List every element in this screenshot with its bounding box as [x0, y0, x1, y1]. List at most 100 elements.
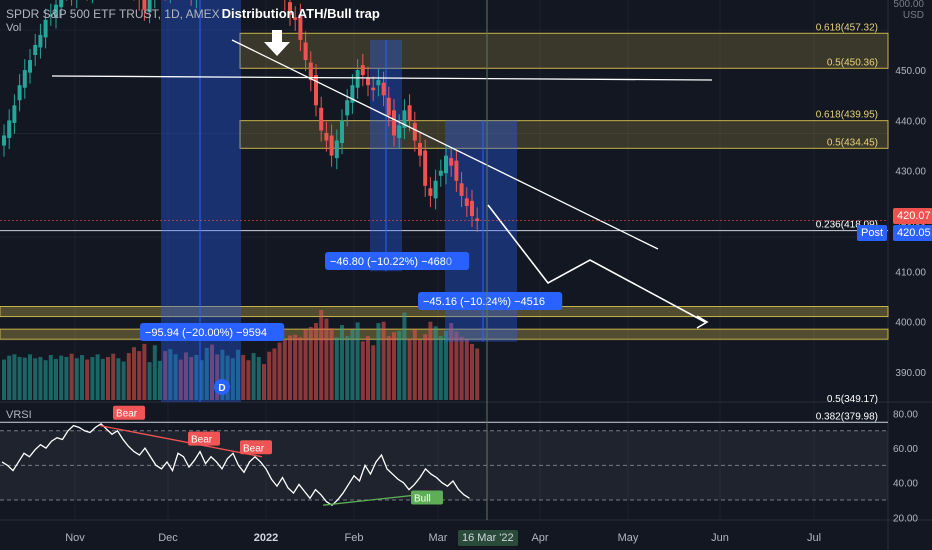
volume-bar — [418, 340, 422, 400]
volume-bar — [236, 349, 240, 400]
volume-bar — [355, 322, 360, 400]
volume-bar — [303, 329, 308, 400]
volume-bar — [324, 318, 329, 400]
volume-bar — [173, 354, 178, 400]
volume-bar — [69, 353, 74, 400]
vrsi-label[interactable]: VRSI — [6, 409, 32, 421]
fib-label-6: 0.5(349.17) — [827, 394, 878, 405]
candle-body — [48, 14, 53, 16]
volume-bar — [428, 321, 433, 400]
volume-label[interactable]: Vol — [6, 22, 22, 34]
candle-body — [366, 77, 370, 86]
time-tick-label: 2022 — [254, 532, 278, 544]
volume-bar — [241, 355, 246, 400]
volume-bar — [454, 331, 459, 400]
measure-label-bg-0 — [140, 323, 285, 341]
measure-label-bg-1 — [325, 252, 470, 270]
volume-bar — [22, 357, 27, 400]
price-tick-label: 390.00 — [895, 368, 926, 379]
symbol-title[interactable]: SPDR S&P 500 ETF TRUST, 1D, AMEX — [6, 7, 220, 21]
candle-body — [28, 60, 32, 73]
volume-bar — [407, 338, 412, 400]
volume-bar — [100, 358, 105, 400]
candle-body — [59, 0, 64, 8]
volume-bar — [210, 344, 214, 400]
candle-body — [381, 82, 386, 96]
candle-body — [355, 70, 360, 88]
volume-bar — [298, 337, 303, 400]
measure-box-0 — [161, 0, 241, 403]
event-marker-icon — [214, 379, 230, 395]
volume-bar — [329, 328, 334, 400]
volume-bar — [381, 321, 386, 400]
volume-bar — [360, 341, 365, 400]
price-tick-label: 400.00 — [895, 318, 926, 329]
time-tick-label: Nov — [65, 532, 85, 544]
candle-body — [444, 155, 448, 174]
volume-bar — [152, 345, 157, 400]
time-tick-label: Apr — [531, 532, 548, 544]
volume-bar — [272, 348, 277, 400]
candle-body — [470, 200, 474, 216]
volume-bar — [225, 355, 230, 400]
volume-bar — [262, 364, 266, 400]
volume-bar — [402, 312, 407, 400]
candle-body — [33, 44, 38, 56]
volume-bar — [178, 359, 183, 400]
volume-bar — [137, 351, 142, 400]
volume-bar — [376, 323, 381, 400]
candle-body — [438, 170, 443, 176]
top-tick-label: 500.00 — [893, 0, 924, 10]
vrsi-pane: Bear Bear Bear Bull — [0, 405, 888, 507]
volume-bar — [433, 326, 438, 400]
vrsi-line — [1, 423, 470, 507]
candle-body — [43, 19, 48, 38]
volume-bar — [350, 329, 355, 400]
resistance-line — [51, 75, 713, 81]
volume-bar — [288, 335, 292, 400]
drawings-layer: D — [0, 0, 888, 520]
volume-layer — [2, 310, 480, 400]
volume-bar — [215, 354, 220, 400]
volume-bar — [438, 336, 443, 400]
volume-bar — [199, 360, 204, 400]
volume-bar — [43, 360, 48, 400]
fib-band-upper — [239, 32, 889, 69]
candle-body — [147, 0, 152, 13]
candle-body — [407, 105, 412, 121]
candle-body — [298, 14, 303, 40]
volume-bar — [412, 329, 417, 400]
measure-label-1: −46.80 (−10.22%) −4680 — [330, 256, 452, 268]
price-tick-label: 430.00 — [895, 167, 926, 178]
volume-bar — [319, 310, 324, 400]
price-tick-label: 440.00 — [895, 116, 926, 127]
signal-label-bg-1 — [188, 431, 220, 446]
volume-bar — [184, 352, 188, 400]
volume-bar — [267, 351, 272, 400]
volume-bar — [282, 340, 287, 400]
candle-body — [449, 158, 454, 166]
volume-bar — [116, 358, 121, 400]
volume-bar — [256, 356, 261, 400]
candles-layer — [2, 0, 480, 233]
volume-bar — [163, 351, 168, 400]
fib-label-3: 0.5(434.45) — [827, 137, 878, 148]
volume-bar — [95, 354, 100, 400]
measure-label-bg-2 — [418, 292, 563, 310]
price-tick-label: 450.00 — [895, 66, 926, 77]
volume-bar — [230, 358, 235, 400]
candle-body — [412, 122, 417, 141]
volume-bar — [371, 345, 376, 400]
vrsi-tick-label: 60.00 — [893, 444, 918, 455]
candle-body — [334, 140, 339, 159]
volume-bar — [17, 356, 22, 400]
volume-bar — [33, 358, 38, 400]
currency-label[interactable]: USD — [902, 10, 924, 21]
volume-bar — [251, 353, 256, 400]
volume-bar — [54, 358, 58, 400]
candle-body — [142, 0, 147, 10]
chart-header: SPDR S&P 500 ETF TRUST, 1D, AMEX Distribu… — [6, 6, 380, 21]
volume-bar — [314, 323, 318, 400]
volume-bar — [246, 360, 251, 400]
